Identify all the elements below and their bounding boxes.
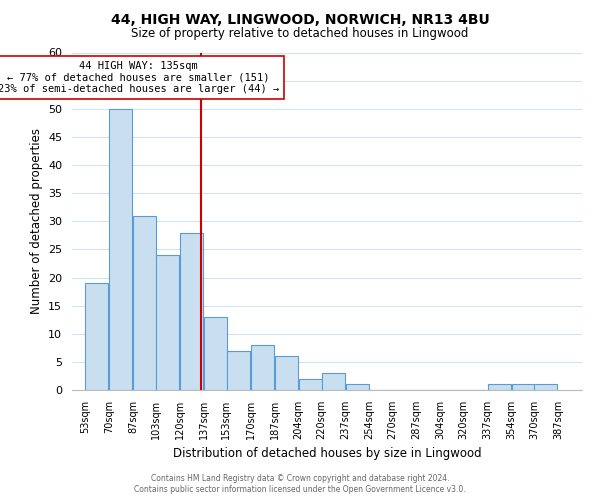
Text: 44 HIGH WAY: 135sqm
← 77% of detached houses are smaller (151)
23% of semi-detac: 44 HIGH WAY: 135sqm ← 77% of detached ho… (0, 61, 279, 94)
Text: Size of property relative to detached houses in Lingwood: Size of property relative to detached ho… (131, 28, 469, 40)
Bar (180, 232, 203, 390)
X-axis label: Distribution of detached houses by size in Lingwood: Distribution of detached houses by size … (173, 448, 481, 460)
Bar (512, 384, 535, 390)
Text: Contains HM Land Registry data © Crown copyright and database right 2024.
Contai: Contains HM Land Registry data © Crown c… (134, 474, 466, 494)
Bar (205, 317, 227, 390)
Text: 44, HIGH WAY, LINGWOOD, NORWICH, NR13 4BU: 44, HIGH WAY, LINGWOOD, NORWICH, NR13 4B… (110, 12, 490, 26)
Bar (156, 255, 179, 390)
Bar (109, 109, 133, 390)
Bar (275, 356, 298, 390)
Bar (227, 350, 250, 390)
Bar (488, 384, 511, 390)
Bar (535, 384, 557, 390)
Bar (299, 379, 322, 390)
Bar (133, 216, 157, 390)
Y-axis label: Number of detached properties: Number of detached properties (29, 128, 43, 314)
Bar (85, 283, 108, 390)
Bar (346, 384, 369, 390)
Bar (251, 345, 274, 390)
Bar (322, 373, 345, 390)
